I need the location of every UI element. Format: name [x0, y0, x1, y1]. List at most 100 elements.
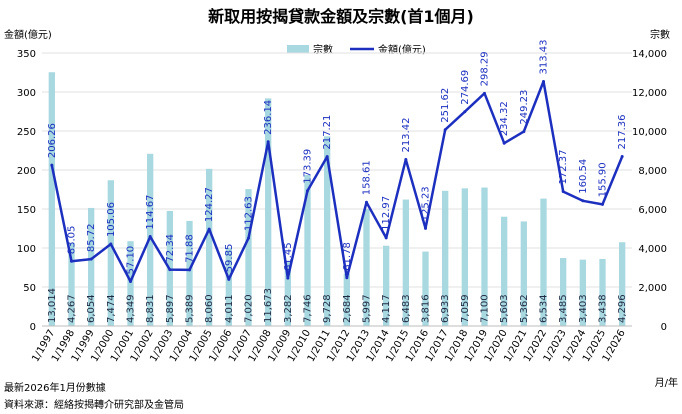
bar-value-label: 4,296: [617, 294, 628, 323]
line-value-label: 173.39: [303, 149, 314, 184]
line-point: [325, 155, 329, 159]
bar-value-label: 6,483: [401, 294, 412, 323]
line-point: [620, 154, 624, 158]
line-value-label: 85.72: [86, 223, 97, 252]
line-value-label: 112.63: [244, 196, 255, 231]
legend-swatch-bar: [287, 45, 309, 53]
y-right-tick-label: 4,000: [638, 244, 667, 255]
line-value-label: 71.88: [185, 234, 196, 263]
line-point: [463, 110, 467, 114]
bar-value-labels: 13,014 4,267 6,054 7,474 4,349 8,831 5,897 5,38…: [47, 288, 628, 323]
line-point: [266, 140, 270, 144]
line-value-label: 298.29: [480, 51, 491, 86]
line-point: [89, 257, 93, 261]
bar: [225, 247, 232, 326]
line-value-label: 112.97: [381, 196, 392, 231]
line-value-label: 213.42: [401, 118, 412, 153]
line-value-label: 124.27: [204, 187, 215, 222]
bar-value-label: 6,534: [539, 294, 550, 323]
bar: [48, 72, 55, 327]
bar-value-label: 5,362: [519, 294, 530, 323]
bar: [107, 180, 114, 326]
bar: [619, 242, 626, 326]
line-point: [424, 226, 427, 230]
bar-value-label: 7,474: [106, 294, 117, 323]
line-point: [306, 189, 309, 193]
footnote-latest-data: 最新2026年1月份數據: [4, 381, 106, 394]
line-point: [384, 236, 388, 240]
bar: [88, 207, 95, 326]
bar: [461, 188, 468, 326]
bar-value-label: 8,060: [204, 294, 215, 323]
bar-value-label: 4,349: [126, 294, 137, 323]
line-value-labels: 206.26 83.05 85.72 105.06 57.10 114.67 72.34 71…: [47, 40, 628, 275]
y-right-tick-label: 6,000: [638, 205, 667, 216]
bar-value-label: 4,117: [381, 294, 392, 323]
bar: [68, 242, 75, 326]
line-point: [365, 200, 368, 204]
line-point: [50, 163, 54, 167]
bar: [324, 136, 331, 326]
bar-value-label: 4,267: [67, 294, 78, 323]
bar: [579, 259, 586, 326]
line-point: [404, 158, 408, 162]
legend-label-line: 金額(億元): [378, 43, 426, 56]
line-value-label: 217.21: [322, 115, 333, 150]
bar-value-label: 3,816: [421, 294, 432, 323]
line-value-label: 155.90: [598, 162, 609, 197]
line-value-label: 57.10: [126, 246, 137, 275]
gridlines: [42, 52, 632, 288]
bar-value-label: 5,897: [165, 294, 176, 323]
y-left-axis-title: 金額(億元): [4, 28, 52, 41]
line-point: [502, 141, 506, 145]
bar: [206, 168, 213, 326]
bar-value-label: 3,403: [578, 294, 589, 323]
line-value-label: 114.67: [145, 195, 156, 230]
line-point: [601, 202, 604, 206]
bar: [501, 216, 508, 326]
y-right-tick-label: 12,000: [632, 88, 667, 99]
y-right-tick-label: 10,000: [632, 127, 667, 138]
line-value-label: 234.32: [499, 101, 510, 136]
line-value-label: 61.78: [342, 242, 353, 271]
y-left-tick-label: 300: [17, 88, 36, 99]
bar-value-label: 6,054: [86, 294, 97, 323]
y-right-tick-label: 14,000: [632, 49, 667, 60]
line-value-label: 172.37: [558, 150, 569, 185]
line-value-label: 61.45: [283, 242, 294, 271]
line-point: [188, 268, 191, 272]
x-axis-unit-label: 月/年: [655, 376, 678, 389]
y-left-tick-label: 0: [30, 322, 36, 333]
y-left-tick-label: 50: [23, 283, 36, 294]
bar: [304, 174, 311, 326]
bar: [560, 258, 567, 326]
y-left-tick-label: 350: [17, 49, 36, 60]
line-value-label: 160.54: [578, 159, 589, 194]
bar-value-label: 7,100: [480, 294, 491, 323]
line-value-label: 236.14: [263, 100, 274, 135]
y-right-tick-label: 0: [661, 322, 667, 333]
y-right-tick-label: 8,000: [638, 166, 667, 177]
bar: [422, 251, 429, 326]
line-point: [227, 277, 231, 281]
line-point: [109, 242, 113, 246]
line-value-label: 251.62: [440, 88, 451, 123]
bar: [363, 209, 370, 326]
y-left-tick-label: 150: [17, 205, 36, 216]
footnote-source: 資料來源：經絡按揭轉介研究部及金管局: [4, 398, 184, 411]
line-value-label: 83.05: [67, 226, 78, 255]
line-point: [443, 128, 447, 132]
chart-title: 新取用按揭貸款金額及宗數(首1個月): [208, 7, 474, 26]
line-point: [561, 190, 565, 194]
line-point: [207, 227, 211, 231]
y-left-tick-label: 100: [17, 244, 36, 255]
bar-value-label: 5,389: [185, 294, 196, 323]
y-left-ticks: 0 50 100 150 200 250 300 350: [17, 49, 36, 333]
bar: [599, 258, 606, 326]
bar: [343, 273, 350, 326]
line-point: [247, 236, 250, 240]
line-value-label: 125.23: [421, 186, 432, 221]
bar: [127, 241, 134, 326]
bar: [147, 153, 154, 326]
bar-value-label: 7,746: [303, 294, 314, 323]
